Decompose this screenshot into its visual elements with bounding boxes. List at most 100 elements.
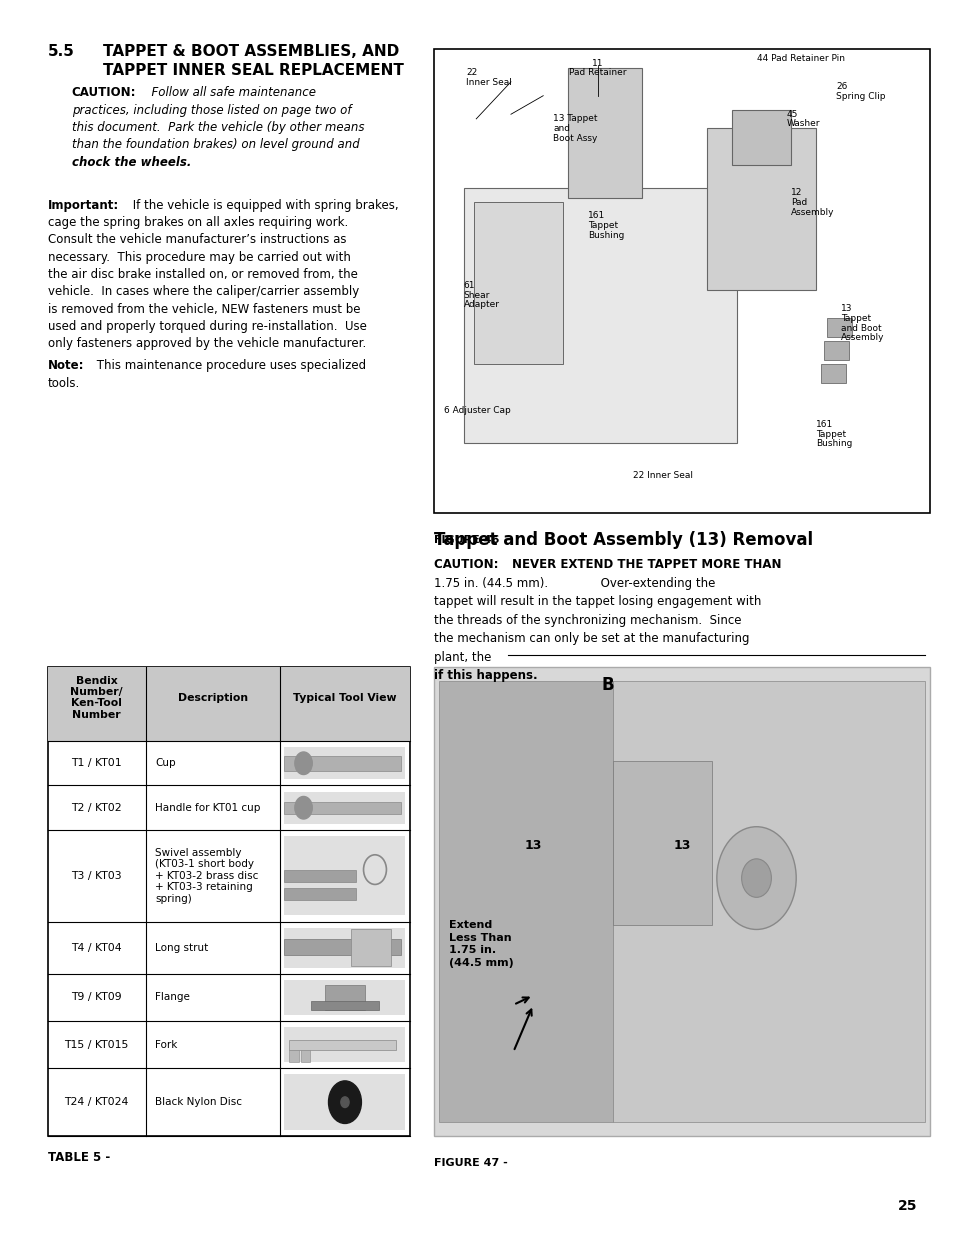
Bar — [463, 188, 736, 443]
Text: FIGURE 46: FIGURE 46 — [434, 535, 499, 545]
Circle shape — [340, 1097, 349, 1108]
Bar — [351, 929, 390, 966]
Bar — [284, 802, 400, 814]
Text: B: B — [600, 677, 614, 694]
Text: if this happens.: if this happens. — [434, 669, 537, 683]
Circle shape — [294, 797, 312, 819]
Text: NEVER EXTEND THE TAPPET MORE THAN: NEVER EXTEND THE TAPPET MORE THAN — [512, 558, 781, 572]
Text: Handle for KT01 cup: Handle for KT01 cup — [155, 803, 260, 813]
Text: Long strut: Long strut — [155, 942, 208, 952]
Text: Description: Description — [177, 693, 248, 703]
Bar — [474, 203, 562, 364]
Text: Consult the vehicle manufacturer’s instructions as: Consult the vehicle manufacturer’s instr… — [48, 233, 346, 247]
Bar — [612, 761, 711, 925]
Text: 13: 13 — [673, 839, 690, 852]
Text: T4 / KT04: T4 / KT04 — [71, 942, 122, 952]
Text: Black Nylon Disc: Black Nylon Disc — [155, 1097, 242, 1107]
Bar — [284, 981, 405, 1015]
Text: the threads of the synchronizing mechanism.  Since: the threads of the synchronizing mechani… — [434, 614, 740, 627]
Bar — [284, 747, 405, 779]
Text: T3 / KT03: T3 / KT03 — [71, 871, 122, 881]
Text: 13
Tappet
and Boot
Assembly: 13 Tappet and Boot Assembly — [840, 304, 883, 342]
Text: CAUTION:: CAUTION: — [434, 558, 506, 572]
Bar — [823, 341, 848, 359]
Text: Note:: Note: — [48, 359, 84, 373]
Text: Extend
Less Than
1.75 in.
(44.5 mm): Extend Less Than 1.75 in. (44.5 mm) — [449, 920, 513, 967]
Bar — [284, 1028, 405, 1062]
Bar — [284, 888, 355, 900]
Text: vehicle.  In cases where the caliper/carrier assembly: vehicle. In cases where the caliper/carr… — [48, 285, 358, 299]
Bar — [434, 49, 929, 513]
Text: 13 Tappet
and
Boot Assy: 13 Tappet and Boot Assy — [553, 115, 597, 142]
Text: 26
Spring Clip: 26 Spring Clip — [835, 82, 884, 100]
Bar — [612, 680, 924, 1123]
Bar — [284, 792, 405, 824]
Text: Important:: Important: — [48, 199, 119, 212]
Text: cage the spring brakes on all axles requiring work.: cage the spring brakes on all axles requ… — [48, 216, 348, 230]
Text: T15 / KT015: T15 / KT015 — [65, 1040, 129, 1050]
Bar — [567, 68, 641, 198]
Text: only fasteners approved by the vehicle manufacturer.: only fasteners approved by the vehicle m… — [48, 337, 366, 351]
Text: the mechanism can only be set at the manufacturing: the mechanism can only be set at the man… — [434, 632, 749, 646]
Text: 13: 13 — [524, 839, 541, 852]
Text: chock the wheels.: chock the wheels. — [71, 156, 191, 169]
Text: Follow all safe maintenance: Follow all safe maintenance — [144, 86, 315, 100]
Text: Tappet and Boot Assembly (13) Removal: Tappet and Boot Assembly (13) Removal — [434, 531, 812, 550]
Text: TABLE 5 -: TABLE 5 - — [48, 1151, 110, 1165]
Bar — [434, 667, 929, 1136]
Text: Bendix
Number/
Ken-Tool
Number: Bendix Number/ Ken-Tool Number — [71, 676, 123, 720]
Text: tappet will result in the tappet losing engagement with: tappet will result in the tappet losing … — [434, 595, 760, 609]
Text: 61
Shear
Adapter: 61 Shear Adapter — [463, 282, 499, 309]
Bar — [48, 667, 410, 1136]
Circle shape — [740, 858, 771, 898]
Circle shape — [328, 1081, 361, 1124]
Text: 12
Pad
Assembly: 12 Pad Assembly — [790, 189, 834, 216]
Text: Fork: Fork — [155, 1040, 177, 1050]
Bar — [284, 927, 405, 968]
Text: TAPPET & BOOT ASSEMBLIES, AND: TAPPET & BOOT ASSEMBLIES, AND — [103, 44, 399, 59]
Text: 44 Pad Retainer Pin: 44 Pad Retainer Pin — [756, 54, 843, 63]
Text: CAUTION:: CAUTION: — [71, 86, 136, 100]
Text: plant, the: plant, the — [434, 651, 656, 664]
Text: 22
Inner Seal: 22 Inner Seal — [466, 68, 512, 86]
Text: FIGURE 47 -: FIGURE 47 - — [434, 1158, 507, 1168]
Text: 6 Adjuster Cap: 6 Adjuster Cap — [443, 406, 510, 415]
Text: 161
Tappet
Bushing: 161 Tappet Bushing — [587, 211, 623, 240]
Text: T2 / KT02: T2 / KT02 — [71, 803, 122, 813]
Text: this document.  Park the vehicle (by other means: this document. Park the vehicle (by othe… — [71, 121, 364, 135]
Text: than the foundation brakes) on level ground and: than the foundation brakes) on level gro… — [71, 138, 359, 152]
Bar — [48, 667, 410, 741]
Text: Swivel assembly
(KT03-1 short body
+ KT03-2 brass disc
+ KT03-3 retaining
spring: Swivel assembly (KT03-1 short body + KT0… — [155, 847, 258, 904]
Bar — [284, 869, 355, 882]
Bar — [325, 986, 364, 1010]
Text: T1 / KT01: T1 / KT01 — [71, 758, 122, 768]
Text: T9 / KT09: T9 / KT09 — [71, 993, 122, 1003]
Text: used and properly torqued during re-installation.  Use: used and properly torqued during re-inst… — [48, 320, 366, 333]
Bar — [284, 836, 405, 915]
Text: practices, including those listed on page two of: practices, including those listed on pag… — [71, 104, 351, 117]
Text: necessary.  This procedure may be carried out with: necessary. This procedure may be carried… — [48, 251, 350, 264]
Text: Typical Tool View: Typical Tool View — [293, 693, 396, 703]
Text: Cup: Cup — [155, 758, 175, 768]
Text: This maintenance procedure uses specialized: This maintenance procedure uses speciali… — [92, 359, 365, 373]
Text: Flange: Flange — [155, 993, 190, 1003]
Bar — [284, 756, 400, 771]
Bar — [706, 128, 815, 290]
Text: T24 / KT024: T24 / KT024 — [65, 1097, 129, 1107]
Bar — [826, 317, 851, 336]
Text: TAPPET INNER SEAL REPLACEMENT: TAPPET INNER SEAL REPLACEMENT — [103, 63, 403, 78]
Text: 45
Washer: 45 Washer — [785, 110, 819, 128]
Text: 161
Tappet
Bushing: 161 Tappet Bushing — [815, 420, 852, 448]
Text: tools.: tools. — [48, 377, 80, 390]
Bar — [821, 364, 845, 383]
Bar — [311, 1000, 378, 1010]
Bar — [300, 1050, 310, 1062]
Bar — [731, 110, 790, 165]
Bar — [438, 680, 612, 1123]
Circle shape — [294, 752, 312, 774]
Text: 1.75 in. (44.5 mm).              Over-extending the: 1.75 in. (44.5 mm). Over-extending the — [434, 577, 715, 590]
Bar — [284, 939, 400, 955]
Text: 5.5: 5.5 — [48, 44, 74, 59]
Circle shape — [716, 826, 796, 930]
Bar — [289, 1050, 298, 1062]
